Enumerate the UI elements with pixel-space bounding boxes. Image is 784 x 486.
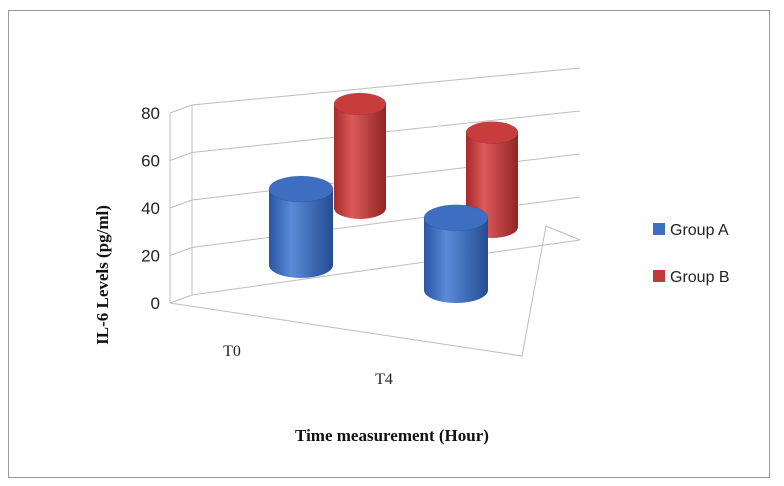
chart-frame [8,10,770,478]
legend: Group A Group B [653,222,730,286]
y-tick-label: 40 [141,199,160,218]
y-tick-label: 0 [151,294,160,313]
y-tick-label: 20 [141,247,160,266]
bars [268,92,519,303]
y-tick-labels: 0 20 40 60 80 [141,104,160,313]
bar-group-a-t4 [423,204,489,303]
legend-swatch-group-a [653,223,665,235]
legend-label-group-b: Group B [670,269,730,286]
bar-group-a-t0 [268,175,334,278]
x-category-labels: T0 T4 [223,343,393,388]
x-category-label: T0 [223,343,241,360]
y-tick-label: 60 [141,152,160,171]
bar-group-b-t0 [333,92,387,219]
x-axis-title: Time measurement (Hour) [295,426,489,445]
x-category-label: T4 [375,371,393,388]
y-axis-title: IL-6 Levels (pg/ml) [93,205,112,345]
y-tick-label: 80 [141,104,160,123]
plot-walls [169,105,581,357]
legend-label-group-a: Group A [670,222,729,239]
legend-swatch-group-b [653,270,665,282]
